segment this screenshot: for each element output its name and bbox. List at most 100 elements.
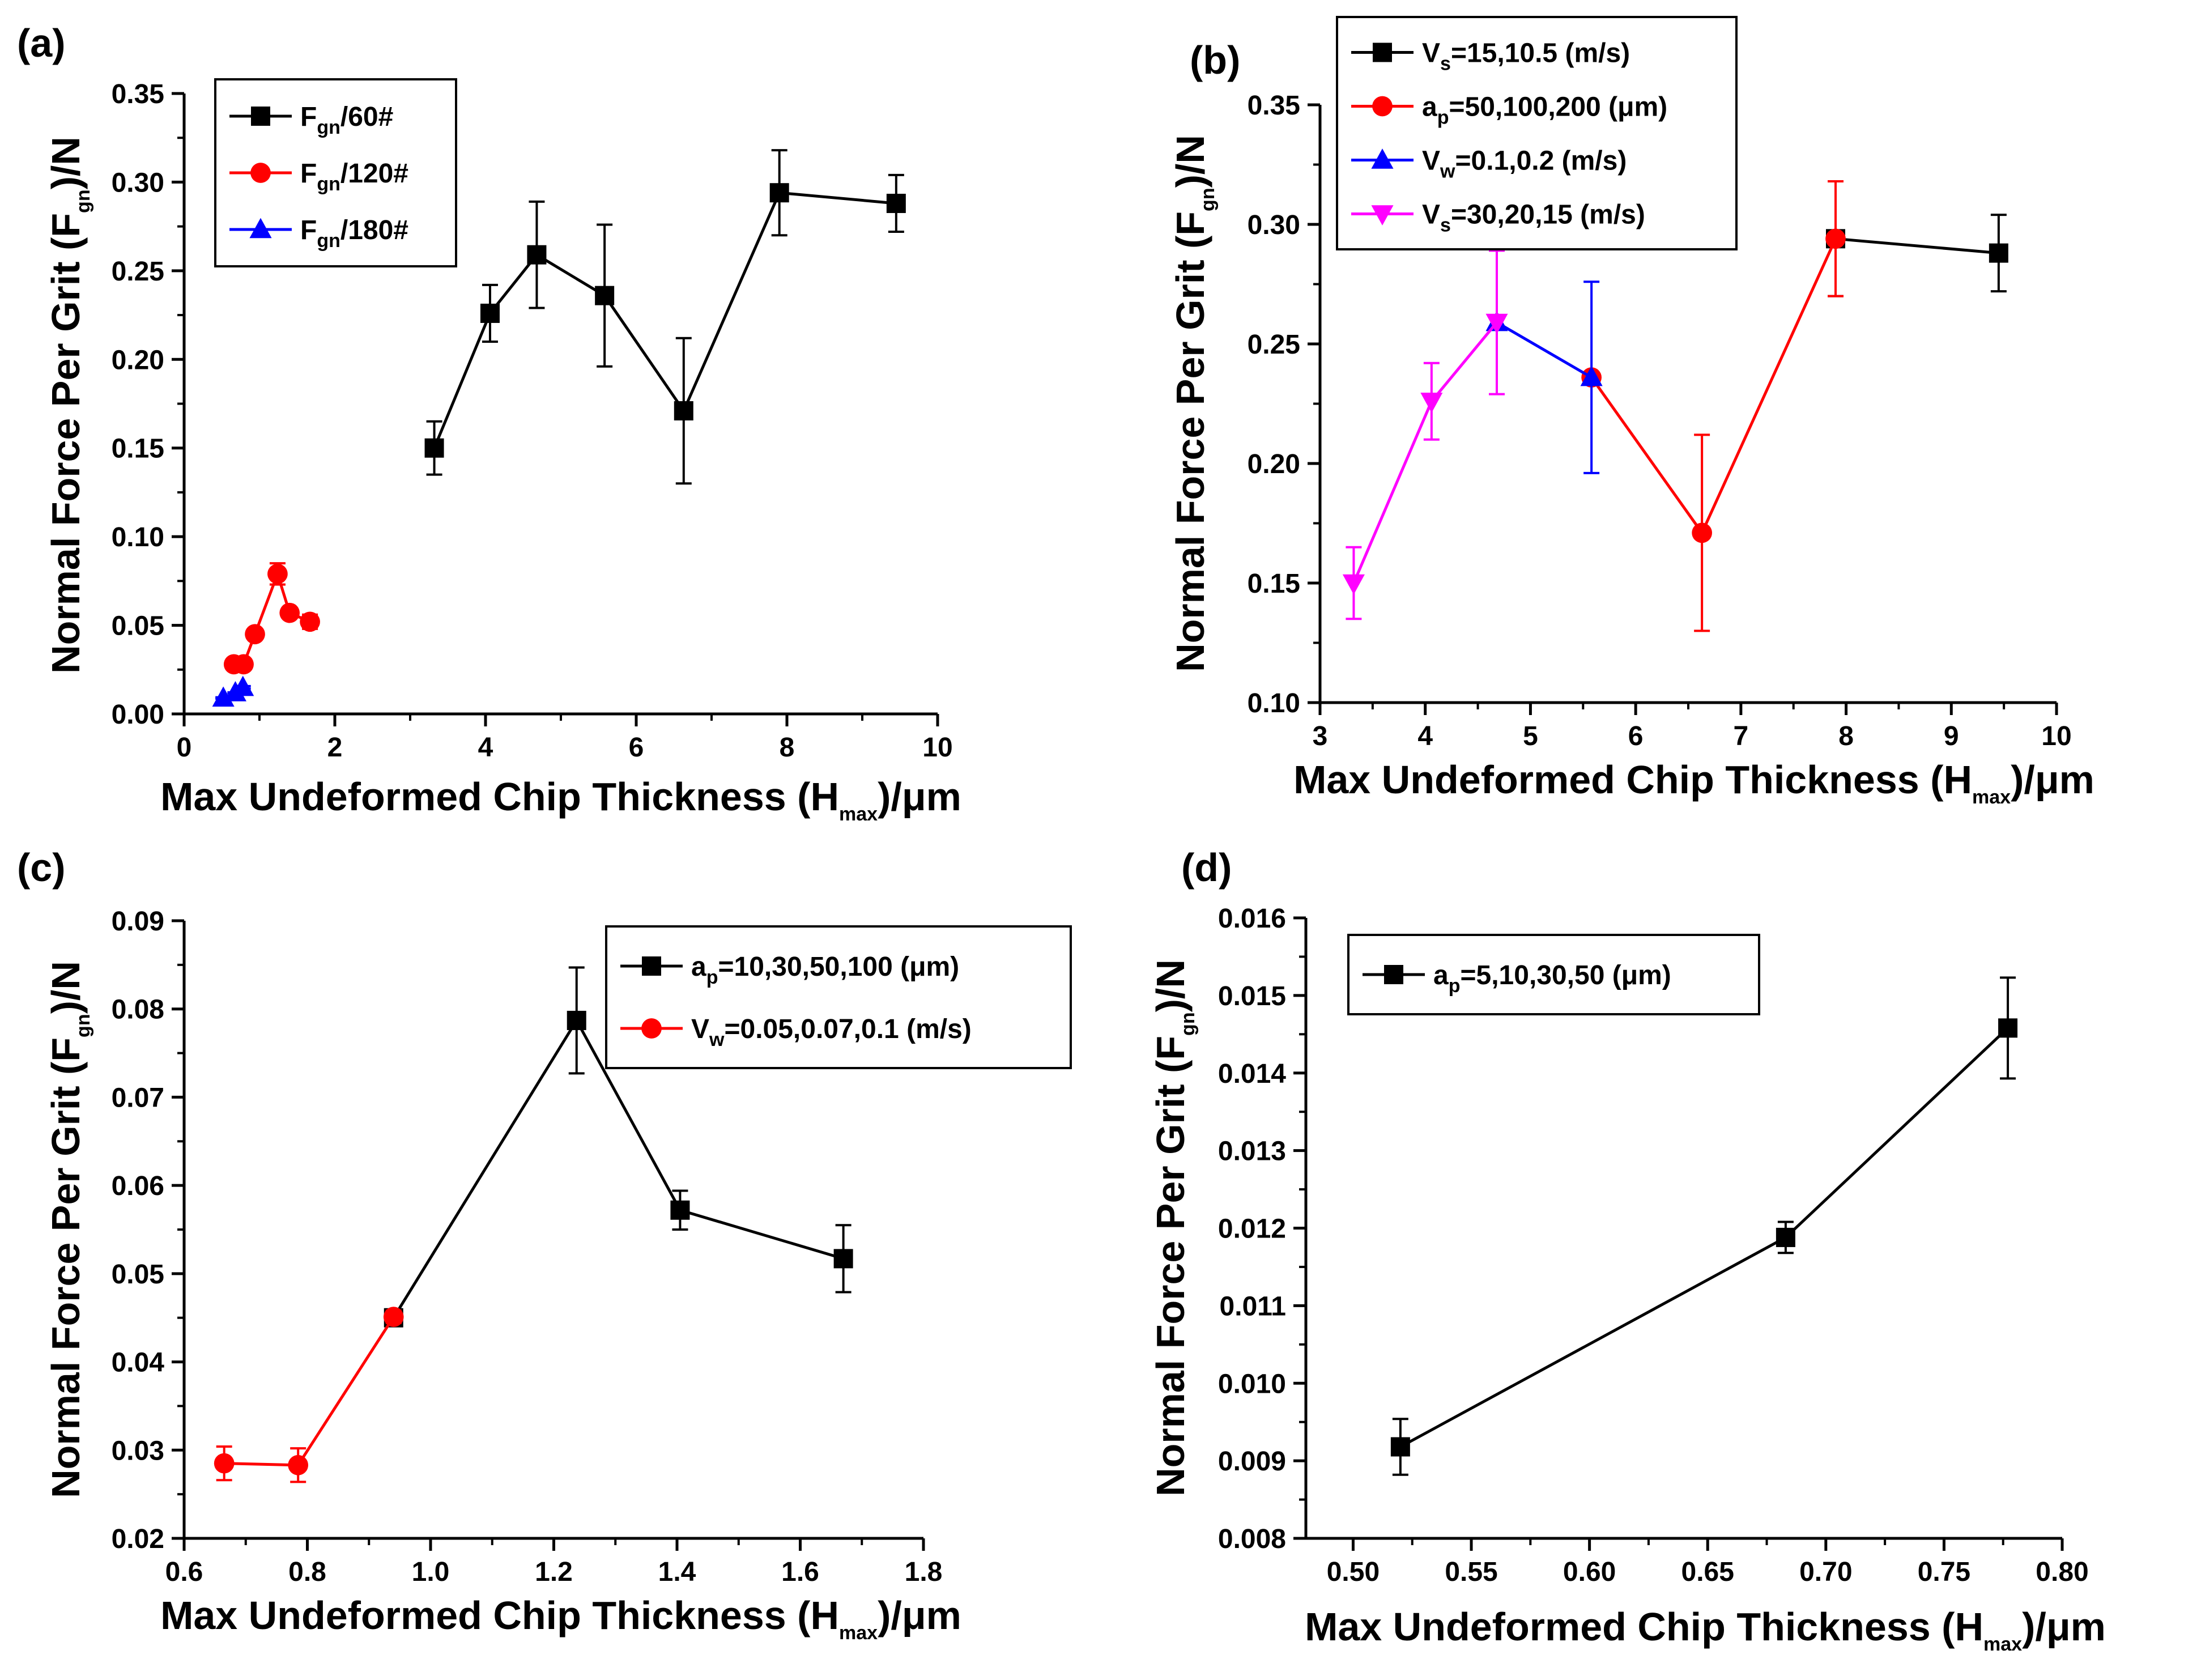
series-3 [212, 675, 254, 707]
data-point [267, 563, 288, 584]
legend-marker [642, 956, 661, 976]
data-point [279, 602, 300, 623]
legend-entry: Fgn/120# [300, 159, 408, 195]
y-tick-label: 0.03 [112, 1436, 164, 1466]
data-point [300, 611, 320, 632]
x-axis-title: Max Undeformed Chip Thickness (Hmax)/μm [1293, 758, 2094, 808]
data-point [595, 286, 615, 305]
y-tick-label: 0.00 [112, 700, 164, 730]
data-point [886, 193, 906, 213]
x-tick-label: 3 [1313, 721, 1328, 751]
y-tick-label: 0.010 [1218, 1369, 1286, 1399]
legend: Fgn/60# Fgn/120# Fgn/180# [214, 78, 457, 267]
x-tick-label: 0.80 [2036, 1557, 2088, 1587]
data-point [1390, 1437, 1410, 1457]
chart-panel-a: (a) 0 2 4 6 8 10 0.00 0.05 0.10 0.15 0.20 0.25 0.30 0.… [17, 21, 961, 825]
y-axis-title: Normal Force Per Grit (Fgn)/N [44, 961, 94, 1498]
data-point [1692, 522, 1712, 543]
x-tick-label: 0.6 [165, 1557, 203, 1587]
legend-marker [1372, 96, 1393, 117]
legend-entry: Fgn/180# [300, 215, 408, 252]
legend-marker [641, 1018, 662, 1039]
series-line [1590, 238, 1837, 536]
legend-box [1336, 16, 1738, 250]
y-axis-title: Normal Force Per Grit (Fgn)/N [1168, 135, 1219, 672]
legend-entry: ap=50,100,200 (μm) [1422, 92, 1667, 129]
x-tick-label: 1.2 [535, 1557, 573, 1587]
data-point [1580, 365, 1603, 386]
x-tick-label: 5 [1523, 721, 1538, 751]
legend: Vs=15,10.5 (m/s) ap=50,100,200 (μm) Vw=0.1… [1336, 16, 1738, 250]
legend-marker [1384, 965, 1403, 984]
y-tick-label: 0.09 [112, 907, 164, 937]
data-point [232, 675, 254, 696]
y-tick-label: 0.08 [112, 995, 164, 1025]
x-tick-label: 10 [922, 733, 952, 763]
x-tick-label: 0.8 [288, 1557, 326, 1587]
y-tick-label: 0.15 [1248, 569, 1300, 599]
legend-entry: Vw=0.05,0.07,0.1 (m/s) [691, 1014, 972, 1050]
y-tick-label: 0.25 [112, 257, 164, 287]
data-point [383, 1307, 404, 1328]
data-point [480, 303, 500, 323]
legend-marker [250, 163, 271, 183]
data-point [670, 1200, 690, 1220]
data-point [833, 1249, 853, 1269]
data-point [1776, 1227, 1795, 1247]
data-point [1989, 243, 2008, 263]
chart-panel-c: (c) 0.6 0.8 1.0 1.2 1.4 1.6 1.8 0.02 0.03 0.04 0.05… [17, 845, 1072, 1644]
y-tick-label: 0.009 [1218, 1447, 1286, 1477]
panel-label: (a) [17, 21, 66, 65]
data-point [212, 686, 235, 707]
data-point [288, 1454, 309, 1475]
legend-entry: ap=10,30,50,100 (μm) [691, 952, 959, 988]
series-line [392, 1017, 844, 1319]
x-tick-label: 0.50 [1327, 1557, 1380, 1587]
x-tick-label: 6 [629, 733, 644, 763]
y-tick-label: 0.35 [1248, 91, 1300, 121]
series-2 [214, 1307, 404, 1483]
x-tick-label: 0.60 [1563, 1557, 1616, 1587]
y-tick-label: 0.15 [112, 434, 164, 464]
y-tick-label: 0.25 [1248, 330, 1300, 360]
chart-panel-d: (d) 0.50 0.55 0.60 0.65 0.70 0.75 0.80 0.008 0.00… [1148, 845, 2106, 1655]
series-1 [1390, 976, 2018, 1476]
x-tick-label: 1.8 [905, 1557, 943, 1587]
data-point [214, 1453, 235, 1474]
y-tick-label: 0.06 [112, 1171, 164, 1201]
x-tick-label: 1.6 [781, 1557, 819, 1587]
y-tick-label: 0.30 [112, 168, 164, 198]
x-tick-label: 6 [1628, 721, 1644, 751]
series-line [233, 569, 311, 666]
y-tick-label: 0.013 [1218, 1137, 1286, 1167]
y-tick-label: 0.04 [112, 1348, 165, 1378]
series-line [433, 191, 897, 449]
legend-box [605, 925, 1072, 1069]
data-point [769, 183, 789, 203]
data-point [1998, 1018, 2018, 1038]
x-axis-title: Max Undeformed Chip Thickness (Hmax)/μm [1305, 1605, 2106, 1655]
y-tick-label: 0.10 [112, 522, 164, 552]
x-tick-label: 10 [2041, 721, 2071, 751]
x-axis-title: Max Undeformed Chip Thickness (Hmax)/μm [160, 1593, 961, 1644]
y-tick-label: 0.014 [1218, 1059, 1286, 1089]
legend-marker [1373, 42, 1392, 62]
y-tick-label: 0.016 [1218, 904, 1286, 934]
legend-marker [1371, 148, 1394, 169]
x-tick-label: 9 [1944, 721, 1959, 751]
legend-marker [249, 218, 272, 239]
x-tick-label: 0.65 [1681, 1557, 1734, 1587]
series-1 [424, 149, 906, 485]
legend-marker [251, 107, 270, 126]
data-point [674, 401, 693, 421]
y-tick-label: 0.20 [1248, 449, 1300, 479]
series-2 [223, 562, 320, 675]
x-tick-label: 0.75 [1918, 1557, 1970, 1587]
legend-entry: ap=5,10,30,50 (μm) [1433, 960, 1671, 997]
series-line [1835, 237, 1999, 255]
y-tick-label: 0.012 [1218, 1214, 1286, 1244]
data-point [1420, 392, 1443, 413]
data-point [424, 438, 444, 458]
series-4 [1342, 249, 1508, 620]
